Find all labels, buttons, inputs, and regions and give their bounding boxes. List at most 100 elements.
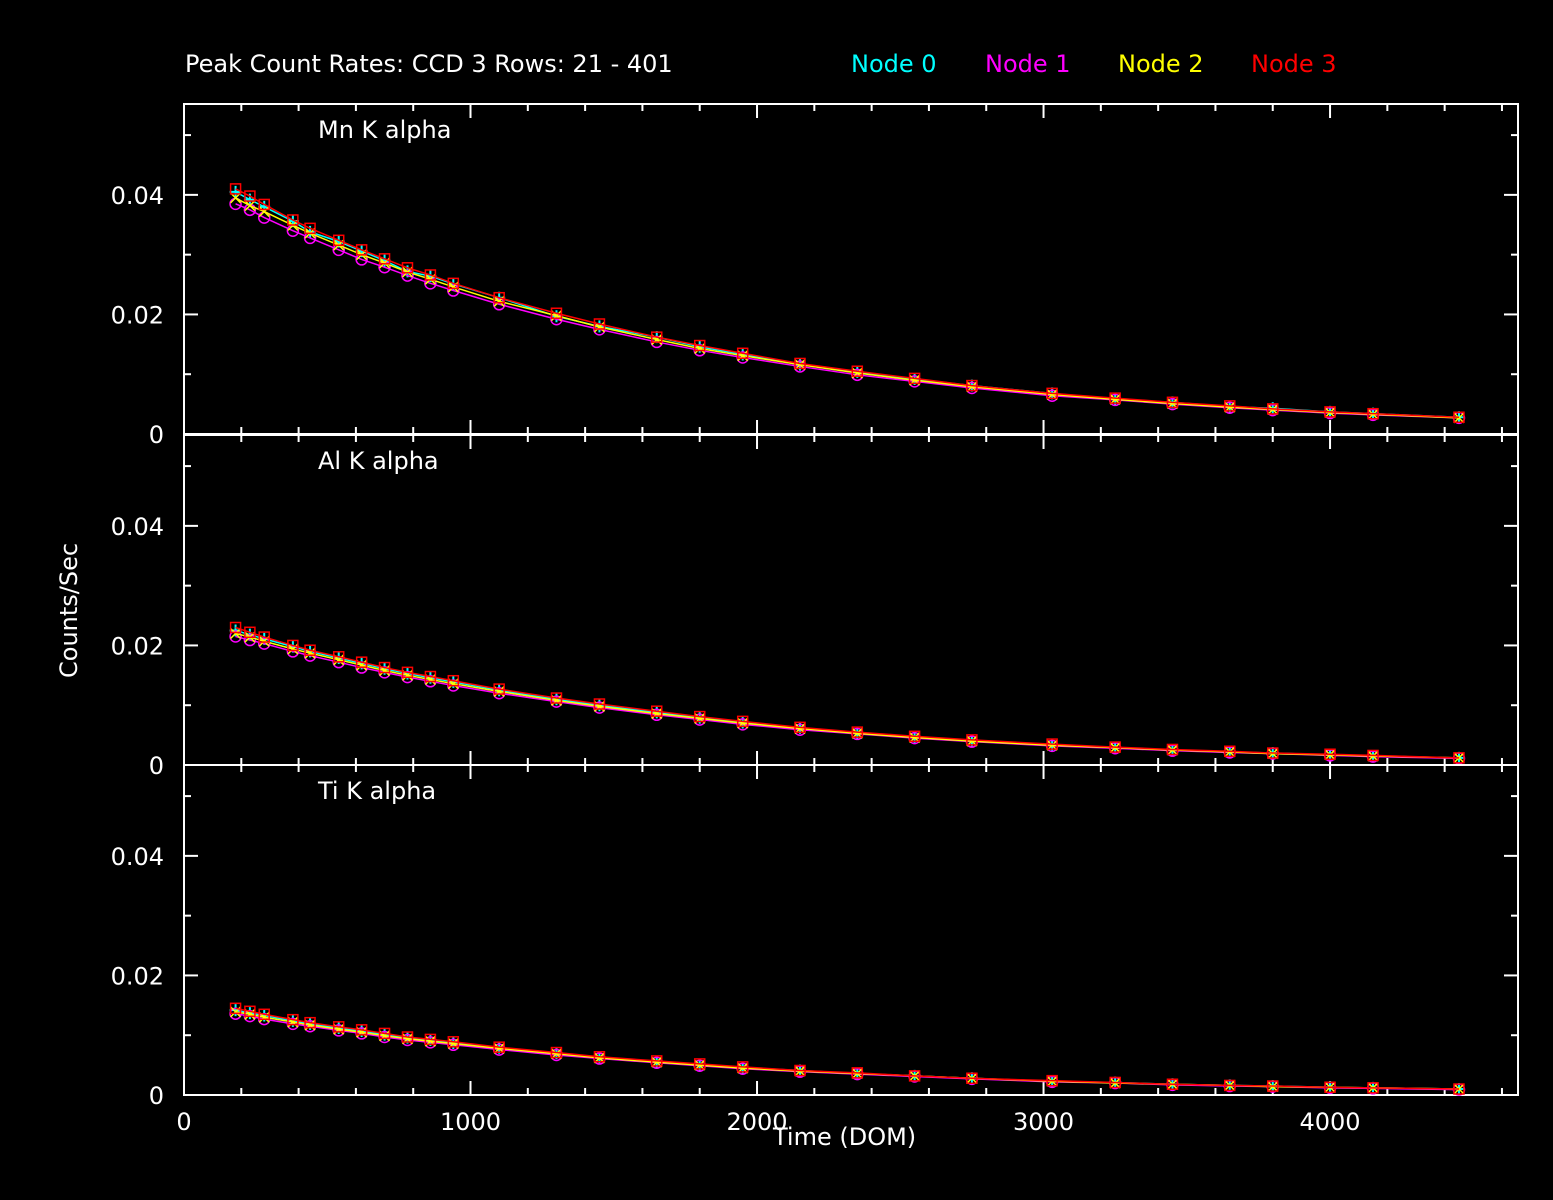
data-point: [851, 726, 864, 738]
x-tick-label: 2000: [726, 1108, 787, 1136]
data-point: [1453, 411, 1465, 424]
data-point: [908, 730, 921, 743]
data-point: [244, 200, 256, 212]
panel-frame: [183, 434, 1519, 766]
data-point: [447, 281, 459, 293]
data-point: [229, 183, 242, 195]
y-tick-label: 0.02: [111, 962, 164, 990]
panel-label: Ti K alpha: [317, 777, 436, 805]
panel-label: Mn K alpha: [318, 116, 451, 144]
data-point: [493, 1041, 505, 1053]
data-point: [593, 698, 606, 710]
data-point: [243, 203, 257, 217]
data-point: [257, 637, 271, 650]
data-point: [287, 639, 299, 652]
data-point: [304, 222, 316, 235]
data-point: [736, 715, 749, 728]
data-point: [593, 1050, 606, 1063]
data-point: [401, 262, 414, 274]
data-point: [650, 1055, 663, 1067]
data-point: [650, 705, 663, 717]
data-point: [493, 291, 505, 304]
data-point: [332, 1021, 345, 1033]
data-point: [693, 1058, 706, 1070]
data-point: [447, 674, 460, 687]
series-node-1: [229, 197, 1466, 425]
data-point: [230, 627, 242, 640]
data-point: [355, 1024, 368, 1036]
data-point: [1166, 1078, 1179, 1090]
y-tick-label: 0: [149, 421, 164, 449]
legend-node-1: Node 1: [985, 50, 1071, 78]
data-point: [1324, 406, 1336, 418]
data-point: [550, 1046, 563, 1059]
data-point: [1453, 1083, 1465, 1095]
data-point: [1367, 407, 1379, 420]
data-point: [304, 1016, 316, 1029]
data-point: [287, 214, 299, 226]
data-point: [1046, 387, 1058, 400]
data-point: [378, 661, 391, 674]
data-point: [258, 1008, 270, 1021]
legend-node-2: Node 2: [1118, 50, 1204, 78]
data-point: [794, 721, 806, 734]
data-point: [851, 365, 864, 377]
trend-line: [235, 1012, 1459, 1091]
data-point: [966, 1072, 978, 1085]
data-point: [424, 277, 437, 290]
data-point: [355, 244, 368, 256]
data-point: [258, 206, 270, 218]
data-point: [1324, 748, 1336, 760]
trend-line: [235, 629, 1459, 759]
panel-frame: [183, 764, 1519, 1096]
data-point: [1266, 403, 1279, 415]
data-point: [794, 357, 806, 370]
series-node-0: [229, 1004, 1465, 1096]
data-point: [1046, 1074, 1058, 1087]
x-tick-label: 0: [176, 1108, 191, 1136]
panel-2: 0 0.02 0.04 Ti K alpha: [111, 764, 1519, 1110]
data-point: [1166, 396, 1179, 409]
series-node-1: [229, 630, 1466, 765]
data-point: [424, 1033, 437, 1046]
data-point: [593, 318, 606, 330]
series-node-0: [229, 185, 1465, 424]
x-tick-label: 3000: [1013, 1108, 1074, 1136]
data-point: [851, 1067, 864, 1079]
data-point: [1367, 1082, 1379, 1094]
data-point: [650, 331, 663, 343]
data-point: [1367, 749, 1379, 762]
data-point: [550, 692, 563, 704]
panel-label: Al K alpha: [318, 447, 439, 475]
y-tick-label: 0: [149, 752, 164, 780]
trend-line: [235, 1007, 1459, 1090]
y-tick-label: 0.02: [111, 632, 164, 660]
data-point: [332, 651, 345, 663]
data-point: [355, 656, 368, 668]
y-tick-label: 0: [149, 1082, 164, 1110]
data-point: [908, 372, 921, 385]
legend: Node 0 Node 1 Node 2 Node 3: [851, 50, 1337, 78]
data-point: [966, 734, 978, 746]
trend-line: [235, 188, 1460, 419]
legend-node-3: Node 3: [1251, 50, 1337, 78]
data-point: [908, 1070, 921, 1082]
data-point: [424, 269, 437, 281]
data-point: [1453, 412, 1465, 424]
data-point: [1224, 400, 1236, 412]
trend-line: [235, 1011, 1459, 1090]
series-node-2: [230, 1006, 1465, 1095]
panel-0: 0 0.02 0.04 Mn K alpha: [111, 103, 1519, 449]
panel-frame: [183, 103, 1519, 435]
data-point: [378, 1027, 391, 1040]
trend-line: [235, 632, 1459, 759]
data-point: [378, 260, 391, 274]
data-point: [244, 190, 256, 202]
data-point: [693, 710, 706, 723]
series-node-3: [229, 621, 1465, 764]
data-point: [287, 1013, 299, 1026]
y-tick-label: 0.04: [111, 513, 164, 541]
series-node-3: [229, 1002, 1465, 1095]
legend-node-0: Node 0: [851, 50, 937, 78]
data-point: [229, 185, 242, 198]
